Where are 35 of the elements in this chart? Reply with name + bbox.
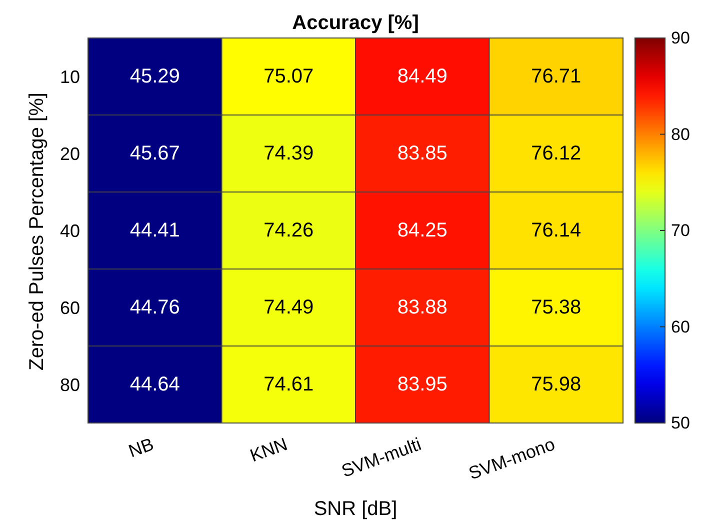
data-label: 83.88 xyxy=(397,296,448,318)
data-label: 83.85 xyxy=(397,142,448,164)
data-label: 44.41 xyxy=(130,220,180,242)
color-bar-label: 60 xyxy=(671,317,690,336)
data-label: 74.26 xyxy=(264,220,314,242)
data-label: 44.76 xyxy=(130,296,180,318)
y-tick-label: 20 xyxy=(60,144,80,164)
color-bar-label: 90 xyxy=(671,28,690,48)
y-axis-title: Zero-ed Pulses Percentage [%] xyxy=(26,92,48,370)
data-label: 76.14 xyxy=(531,220,582,242)
color-bar-label: 80 xyxy=(671,124,690,144)
data-label: 44.64 xyxy=(130,374,180,396)
data-label: 74.61 xyxy=(264,374,314,396)
data-label: 75.98 xyxy=(531,374,582,396)
y-tick-label: 60 xyxy=(60,298,80,318)
data-label: 75.38 xyxy=(531,296,582,318)
color-bar-label: 50 xyxy=(671,414,690,432)
y-tick-label: 10 xyxy=(60,66,80,87)
data-label: 74.39 xyxy=(264,142,314,164)
data-label: 84.25 xyxy=(397,220,448,242)
x-tick-label: NB xyxy=(126,434,156,462)
data-label: 45.29 xyxy=(130,66,180,88)
data-label: 45.67 xyxy=(130,142,180,164)
chart-title: Accuracy [%] xyxy=(291,12,420,35)
data-label: 84.49 xyxy=(397,66,448,88)
data-label: 74.49 xyxy=(264,296,314,318)
y-tick-label: 40 xyxy=(60,220,80,241)
color-bar-label: 70 xyxy=(671,221,690,240)
data-label: 83.95 xyxy=(397,374,448,396)
x-axis-title: SNR [dB] xyxy=(314,498,398,520)
data-label: 76.12 xyxy=(531,142,582,164)
x-tick-label: KNN xyxy=(247,434,290,466)
data-label: 76.71 xyxy=(531,66,582,88)
y-tick-label: 80 xyxy=(60,374,80,395)
data-label: 75.07 xyxy=(264,66,314,88)
